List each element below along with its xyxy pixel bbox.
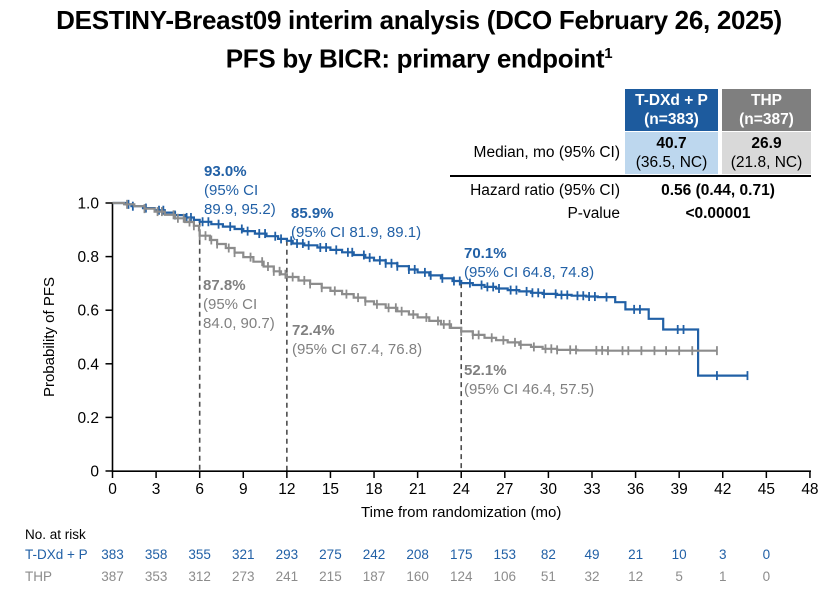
- risk-value-tdxd-15mo: 275: [319, 547, 342, 562]
- slide-title-line2: PFS by BICR: primary endpoint1: [225, 43, 613, 74]
- risk-value-thp-24mo: 124: [450, 569, 473, 584]
- risk-value-thp-3mo: 353: [145, 569, 168, 584]
- risk-value-thp-36mo: 12: [628, 569, 643, 584]
- risk-value-thp-0mo: 387: [101, 569, 124, 584]
- risk-row-label-tdxd: T-DXd + P: [25, 547, 88, 562]
- risk-value-thp-6mo: 312: [188, 569, 211, 584]
- risk-value-thp-15mo: 215: [319, 569, 342, 584]
- risk-value-thp-45mo: 0: [763, 569, 771, 584]
- thp-arm-n: (n=387): [739, 111, 794, 128]
- risk-value-tdxd-39mo: 10: [672, 547, 687, 562]
- km-curve-tdxd: [112, 201, 748, 377]
- x-tick-label: 6: [195, 481, 204, 498]
- pvalue-label: P-value: [567, 205, 620, 222]
- risk-value-thp-18mo: 187: [363, 569, 386, 584]
- median-cell-thp: 26.9 (21.8, NC): [722, 132, 811, 174]
- risk-value-thp-9mo: 273: [232, 569, 255, 584]
- median-row-label: Median, mo (95% CI): [473, 144, 620, 161]
- risk-value-tdxd-42mo: 3: [719, 547, 727, 562]
- risk-value-tdxd-12mo: 293: [276, 547, 299, 562]
- risk-value-tdxd-21mo: 208: [406, 547, 429, 562]
- risk-value-tdxd-6mo: 355: [188, 547, 211, 562]
- x-tick-label: 36: [627, 481, 644, 498]
- y-tick-label: 0: [90, 464, 99, 481]
- x-tick-label: 21: [409, 481, 426, 498]
- column-header-tdxd: T-DXd + P (n=383): [625, 89, 718, 131]
- y-tick-label: 0.4: [77, 356, 99, 373]
- risk-value-thp-12mo: 241: [276, 569, 299, 584]
- x-tick-label: 30: [540, 481, 558, 498]
- risk-value-tdxd-33mo: 49: [584, 547, 599, 562]
- pvalue-value: <0.00001: [685, 205, 751, 222]
- median-value-tdxd: 40.7: [656, 135, 687, 152]
- risk-value-thp-30mo: 51: [541, 569, 556, 584]
- x-tick-label: 27: [496, 481, 513, 498]
- median-value-thp: 26.9: [751, 135, 782, 152]
- risk-value-tdxd-36mo: 21: [628, 547, 643, 562]
- x-tick-label: 15: [322, 481, 339, 498]
- median-cell-tdxd: 40.7 (36.5, NC): [625, 132, 718, 174]
- risk-value-tdxd-3mo: 358: [145, 547, 168, 562]
- x-tick-label: 42: [714, 481, 731, 498]
- tdxd-arm-n: (n=383): [644, 111, 699, 128]
- slide-title: DESTINY-Breast09 interim analysis (DCO F…: [0, 4, 838, 76]
- hazard-ratio-label: Hazard ratio (95% CI): [470, 182, 620, 199]
- risk-value-thp-27mo: 106: [494, 569, 517, 584]
- y-tick-label: 0.2: [77, 410, 99, 427]
- summary-stats-table: T-DXd + P (n=383) THP (n=387) Median, mo…: [450, 89, 811, 225]
- x-tick-label: 33: [583, 481, 600, 498]
- x-tick-label: 48: [801, 481, 818, 498]
- risk-value-tdxd-9mo: 321: [232, 547, 255, 562]
- slide-title-line1: DESTINY-Breast09 interim analysis (DCO F…: [56, 5, 782, 35]
- risk-value-tdxd-30mo: 82: [541, 547, 556, 562]
- risk-value-thp-39mo: 5: [675, 569, 683, 584]
- y-tick-label: 1.0: [77, 196, 99, 213]
- x-tick-label: 18: [365, 481, 382, 498]
- x-tick-label: 3: [152, 481, 161, 498]
- risk-row-label-thp: THP: [25, 569, 52, 584]
- y-axis-label: Probability of PFS: [41, 277, 58, 397]
- x-tick-label: 9: [239, 481, 248, 498]
- x-tick-label: 12: [278, 481, 295, 498]
- median-ci-thp: (21.8, NC): [730, 154, 803, 171]
- column-header-thp: THP (n=387): [722, 89, 811, 131]
- thp-arm-name: THP: [751, 92, 782, 109]
- risk-value-tdxd-0mo: 383: [101, 547, 124, 562]
- y-tick-label: 0.6: [77, 303, 99, 320]
- hazard-ratio-value: 0.56 (0.44, 0.71): [661, 182, 775, 199]
- no-at-risk-title: No. at risk: [25, 527, 86, 542]
- x-tick-label: 24: [453, 481, 471, 498]
- risk-value-tdxd-18mo: 242: [363, 547, 386, 562]
- y-tick-label: 0.8: [77, 249, 99, 266]
- median-ci-tdxd: (36.5, NC): [635, 154, 708, 171]
- risk-value-tdxd-27mo: 153: [494, 547, 517, 562]
- stats-table-divider: [450, 175, 811, 177]
- risk-value-thp-42mo: 1: [719, 569, 727, 584]
- x-tick-label: 39: [671, 481, 688, 498]
- risk-value-tdxd-45mo: 0: [763, 547, 771, 562]
- x-tick-label: 0: [108, 481, 117, 498]
- x-tick-label: 45: [758, 481, 775, 498]
- risk-value-tdxd-24mo: 175: [450, 547, 473, 562]
- x-axis-label: Time from randomization (mo): [361, 504, 561, 521]
- risk-value-thp-33mo: 32: [584, 569, 599, 584]
- footnote-marker: 1: [604, 45, 613, 62]
- tdxd-arm-name: T-DXd + P: [635, 92, 708, 109]
- risk-value-thp-21mo: 160: [406, 569, 429, 584]
